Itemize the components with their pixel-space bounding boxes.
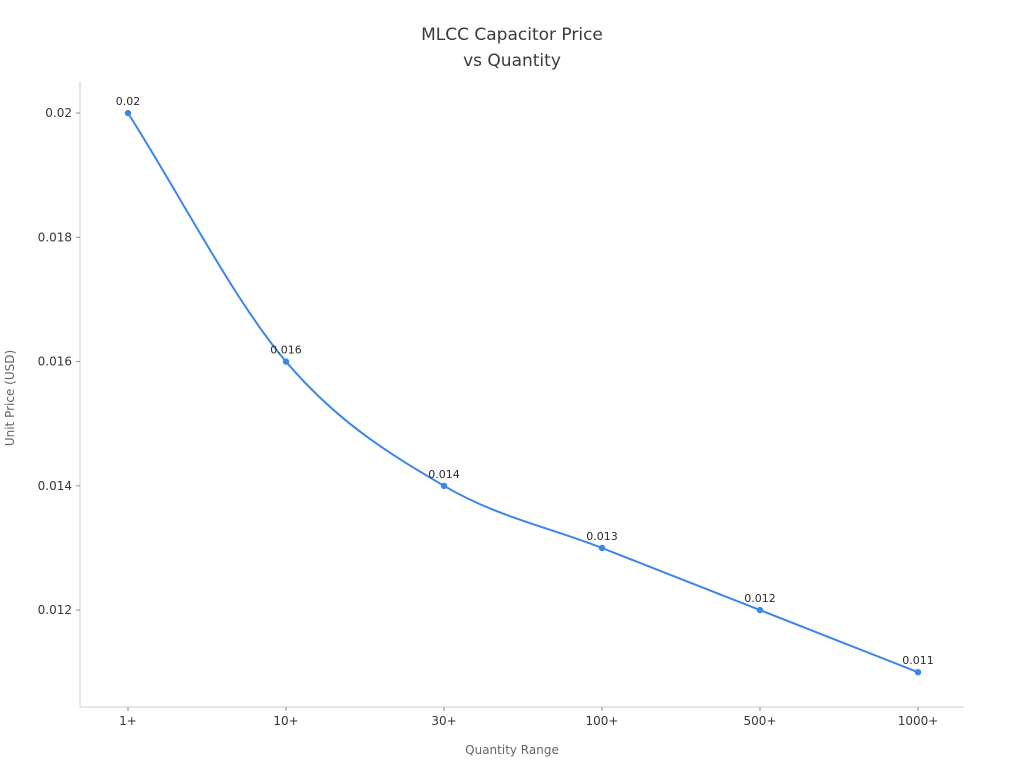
y-tick-label: 0.012: [38, 603, 72, 617]
data-point-label: 0.014: [428, 468, 460, 481]
data-point-label: 0.02: [116, 95, 141, 108]
data-point-marker: [282, 358, 290, 365]
data-point-label: 0.013: [586, 530, 618, 543]
data-point-marker: [756, 606, 764, 614]
data-point-marker: [914, 669, 922, 676]
data-point-label: 0.012: [744, 592, 776, 605]
y-tick-label: 0.02: [45, 106, 72, 120]
y-tick-label: 0.014: [38, 479, 72, 493]
data-point-marker: [124, 109, 132, 117]
x-tick-label: 30+: [431, 714, 456, 728]
y-axis-title: Unit Price (USD): [3, 350, 17, 446]
y-tick-label: 0.018: [38, 230, 72, 244]
x-tick-label: 1+: [119, 714, 137, 728]
data-point-label: 0.016: [270, 344, 302, 357]
x-tick-label: 1000+: [898, 714, 939, 728]
x-tick-label: 100+: [586, 714, 619, 728]
x-tick-label: 500+: [744, 714, 777, 728]
chart-title-line2: vs Quantity: [463, 51, 561, 71]
price-line: [127, 112, 919, 674]
data-point-marker: [440, 482, 448, 489]
chart-title-line1: MLCC Capacitor Price: [421, 25, 603, 45]
x-axis-title: Quantity Range: [465, 743, 559, 757]
data-point-marker: [598, 544, 606, 552]
y-tick-label: 0.016: [38, 355, 72, 369]
x-tick-label: 10+: [273, 714, 298, 728]
data-point-label: 0.011: [902, 654, 934, 667]
axes-and-series: 1+ 10+ 30+ 100+ 500+ 1000+ 0.012 0.014 0.016 0.01…: [38, 82, 964, 728]
